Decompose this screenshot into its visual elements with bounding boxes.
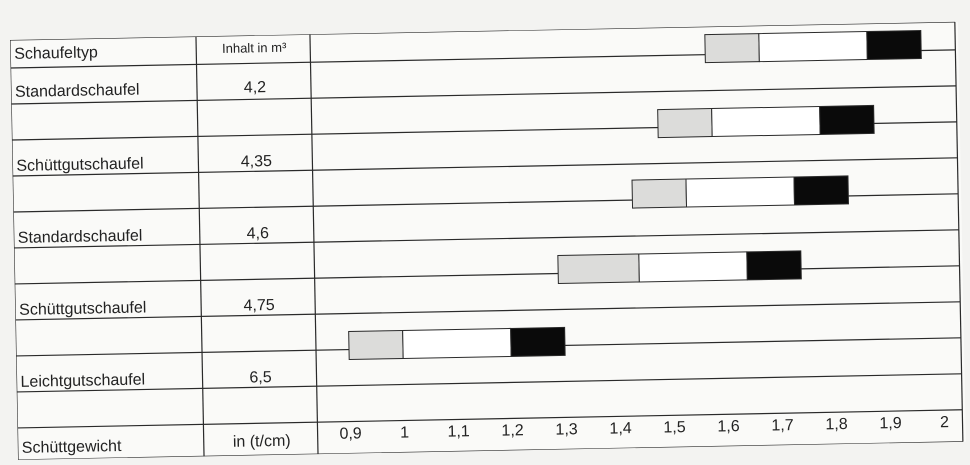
bar-light-segment xyxy=(704,33,760,64)
bar-light-segment xyxy=(631,178,688,209)
header-volume: Inhalt in m³ xyxy=(221,39,287,56)
bar-medium-segment xyxy=(638,251,748,283)
row-type-4: Schüttgutschaufel xyxy=(19,299,147,319)
row-line xyxy=(16,373,962,393)
row-line xyxy=(15,301,961,321)
bar-light-segment xyxy=(557,253,640,285)
row-type-1: Standardschaufel xyxy=(14,81,140,101)
axis-tick-label: 1 xyxy=(400,424,410,442)
axis-tick-label: 1,2 xyxy=(501,422,524,440)
bar-medium-segment xyxy=(758,31,868,63)
row-line xyxy=(10,21,955,41)
row-volume-3: 4,6 xyxy=(246,225,270,243)
column-line xyxy=(195,36,205,457)
table-grid xyxy=(10,21,964,460)
axis-tick-label: 2 xyxy=(939,414,950,432)
axis-tick-label: 1,7 xyxy=(771,417,794,435)
column-line xyxy=(10,39,19,460)
row-line xyxy=(14,265,960,285)
bar-medium-segment xyxy=(711,105,821,138)
axis-tick-label: 1,1 xyxy=(447,423,470,441)
row-volume-2: 4,35 xyxy=(240,152,273,171)
bar-light-segment xyxy=(657,108,713,139)
axis-tick-label: 1,9 xyxy=(879,414,902,433)
bar-medium-segment xyxy=(685,176,796,208)
row-line xyxy=(18,441,963,460)
bar-heavy-segment xyxy=(746,250,802,281)
bar-medium-segment xyxy=(402,327,512,360)
bucket-selection-table: Schaufeltyp Inhalt in m³ Standardschaufe… xyxy=(10,21,966,460)
column-line xyxy=(309,34,319,455)
row-line xyxy=(11,85,957,105)
column-line xyxy=(954,21,964,442)
row-line xyxy=(12,157,958,177)
axis-tick-label: 1,6 xyxy=(717,418,740,436)
row-line xyxy=(13,229,959,249)
axis-tick-label: 1,8 xyxy=(825,415,848,434)
row-volume-5: 6,5 xyxy=(249,369,272,387)
axis-tick-label: 0,9 xyxy=(339,425,362,443)
footer-unit: in (t/cm) xyxy=(232,432,291,451)
row-volume-1: 4,2 xyxy=(243,79,267,97)
footer-label: Schüttgewicht xyxy=(21,437,122,457)
row-line xyxy=(17,409,963,429)
axis-tick-label: 1,5 xyxy=(663,419,686,437)
row-type-2: Schüttgutschaufel xyxy=(16,155,144,175)
row-type-3: Standardschaufel xyxy=(17,227,143,247)
bar-heavy-segment xyxy=(793,175,850,206)
row-type-5: Leichtgutschaufel xyxy=(20,371,146,391)
bar-heavy-segment xyxy=(819,104,875,135)
header-type: Schaufeltyp xyxy=(14,44,99,63)
bar-light-segment xyxy=(348,330,404,361)
bar-heavy-segment xyxy=(866,30,922,61)
axis-tick-label: 1,4 xyxy=(609,420,632,438)
axis-tick-label: 1,3 xyxy=(555,421,578,439)
row-volume-4: 4,75 xyxy=(243,296,275,315)
bar-heavy-segment xyxy=(510,326,566,357)
